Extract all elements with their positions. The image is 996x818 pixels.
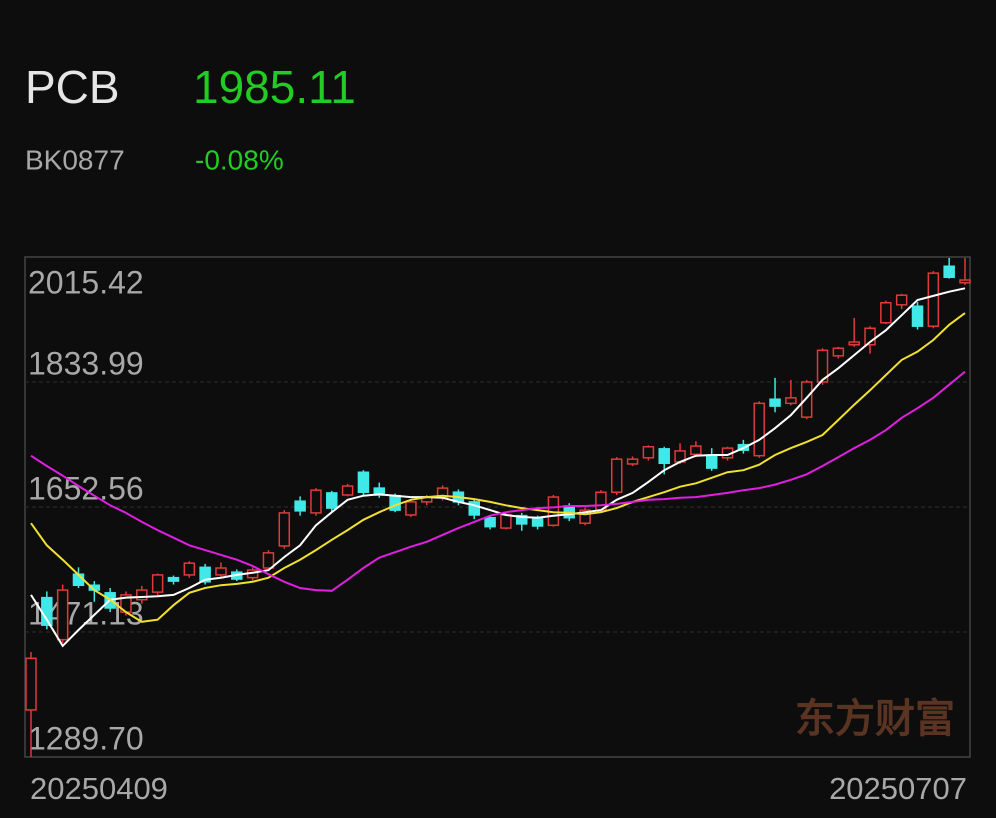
- candle-body: [405, 501, 417, 516]
- candle-body: [864, 327, 876, 346]
- candle-body: [183, 562, 196, 576]
- candle-body: [658, 448, 670, 465]
- candle-body: [880, 302, 892, 324]
- candle-body: [326, 492, 338, 509]
- candle-body: [25, 657, 37, 711]
- candle-body: [800, 381, 813, 418]
- x-tick-label: 20250409: [30, 771, 168, 806]
- candle-body: [531, 516, 544, 527]
- candle-body: [642, 446, 655, 459]
- index-price: 1985.11: [193, 61, 356, 113]
- candle-body: [848, 341, 860, 346]
- index-change: -0.08%: [195, 144, 284, 175]
- candle-body: [294, 500, 306, 512]
- candle-body: [484, 516, 496, 528]
- candle-body: [136, 589, 148, 601]
- candle-body: [690, 445, 702, 456]
- candle-body: [167, 576, 180, 582]
- candle-body: [832, 347, 845, 357]
- watermark: 东方财富: [795, 695, 955, 742]
- candle-body: [56, 589, 69, 641]
- candle-body: [753, 402, 765, 457]
- candle-body: [579, 509, 591, 524]
- y-tick-label: 1652.56: [28, 470, 144, 506]
- index-name: PCB: [25, 61, 120, 113]
- candle-body: [468, 501, 481, 516]
- candle-body: [310, 489, 322, 514]
- candle-body: [278, 512, 291, 547]
- candle-body: [199, 566, 211, 583]
- candle-body: [389, 494, 401, 511]
- y-tick-label: 2015.42: [28, 264, 144, 300]
- candle-body: [816, 349, 829, 383]
- y-tick-label: 1833.99: [28, 345, 144, 381]
- candle-body: [610, 458, 623, 493]
- candle-body: [769, 398, 781, 407]
- candle-body: [515, 514, 528, 525]
- ma-line: [30, 287, 966, 648]
- candle-body: [943, 265, 955, 279]
- candle-body: [785, 397, 797, 405]
- candle-body: [705, 454, 718, 469]
- index-code: BK0877: [25, 144, 125, 175]
- ma-line: [30, 370, 966, 592]
- candle-body: [215, 567, 227, 576]
- candle-body: [927, 272, 940, 327]
- candle-body: [895, 294, 908, 306]
- candle-body: [262, 552, 275, 569]
- ma-line: [30, 312, 966, 623]
- candle-body: [341, 485, 354, 496]
- candle-body: [911, 305, 924, 327]
- x-tick-label: 20250707: [829, 771, 967, 806]
- candle-body: [357, 471, 370, 493]
- y-tick-label: 1289.70: [28, 720, 144, 756]
- candle-body: [959, 279, 971, 284]
- candle-body: [626, 458, 639, 465]
- candle-body: [500, 514, 512, 529]
- candle-body: [151, 574, 164, 593]
